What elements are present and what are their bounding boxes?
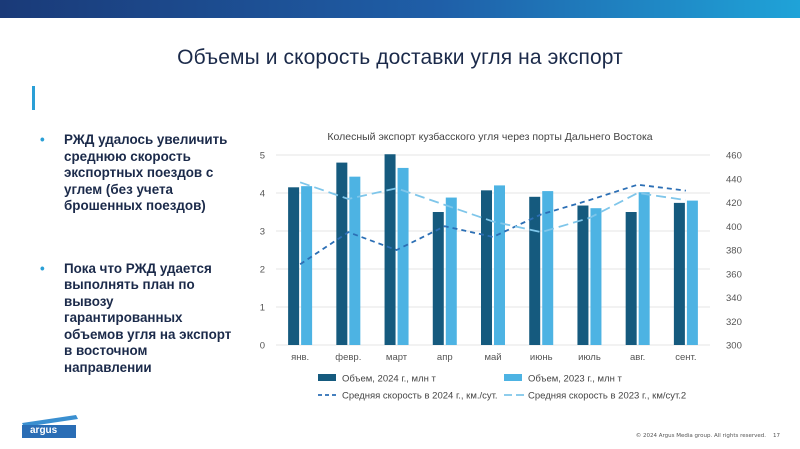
bullet-dot-icon: • — [40, 132, 45, 147]
bar — [432, 212, 444, 345]
left-tick-label: 5 — [260, 151, 265, 162]
bullet-dot-icon: • — [40, 260, 45, 276]
argus-logo: argus — [20, 413, 80, 439]
logo-text: argus — [30, 425, 58, 436]
left-tick-label: 4 — [260, 189, 265, 200]
bar — [336, 162, 348, 345]
right-tick-label: 320 — [726, 317, 742, 328]
bullet-item: • Пока что РЖД удается выполнять план по… — [40, 261, 235, 377]
category-label: июль — [578, 352, 601, 363]
top-banner — [0, 0, 800, 18]
bar — [529, 196, 541, 345]
left-tick-label: 2 — [260, 265, 265, 276]
bar — [445, 197, 457, 345]
bar — [301, 186, 313, 345]
chart: Колесный экспорт кузбасского угля через … — [248, 120, 768, 410]
bar — [397, 167, 409, 345]
series-line — [299, 183, 686, 265]
bar — [494, 185, 505, 345]
bullet-list: • РЖД удалось увеличить среднюю скорость… — [40, 132, 235, 422]
legend-label: Средняя скорость в 2023 г., км/сут.2 — [528, 391, 686, 402]
page-title: Объемы и скорость доставки угля на экспо… — [177, 46, 623, 69]
bar — [542, 191, 554, 345]
bar — [590, 208, 602, 345]
legend-label: Объем, 2024 г., млн т — [342, 374, 437, 385]
page-number: 17 — [773, 433, 780, 439]
bar — [638, 192, 650, 345]
argus-logo-icon — [22, 415, 78, 438]
category-label: февр. — [335, 352, 361, 363]
bar — [481, 190, 492, 345]
right-tick-label: 360 — [726, 269, 742, 280]
series-line — [299, 181, 687, 234]
bar — [625, 212, 637, 345]
bullet-item: • РЖД удалось увеличить среднюю скорость… — [40, 132, 235, 215]
category-label: июнь — [530, 352, 553, 363]
bar — [673, 202, 685, 345]
bar — [686, 200, 698, 345]
legend-label: Средняя скорость в 2024 г., км./сут. — [342, 391, 498, 402]
legend-label: Объем, 2023 г., млн т — [528, 374, 623, 385]
category-label: сент. — [675, 352, 696, 363]
bullet-text: Пока что РЖД удается выполнять план по в… — [64, 260, 232, 375]
legend-swatch — [504, 374, 522, 381]
legend-swatch — [318, 374, 336, 381]
category-label: авг. — [630, 352, 645, 363]
bullet-text: РЖД удалось увеличить среднюю скорость э… — [64, 132, 228, 213]
right-tick-label: 400 — [726, 222, 742, 233]
chart-svg: Колесный экспорт кузбасского угля через … — [260, 131, 742, 402]
left-tick-label: 3 — [260, 227, 265, 238]
bar — [577, 205, 589, 345]
bar — [349, 176, 361, 345]
footer: © 2024 Argus Media group. All rights res… — [636, 433, 780, 439]
right-tick-label: 440 — [726, 174, 742, 185]
copyright-text: © 2024 Argus Media group. All rights res… — [635, 433, 766, 439]
category-label: апр — [437, 352, 453, 363]
right-tick-label: 460 — [726, 151, 742, 162]
chart-title: Колесный экспорт кузбасского угля через … — [327, 131, 652, 143]
bar — [384, 154, 396, 345]
category-label: март — [386, 352, 408, 363]
bar — [288, 187, 300, 345]
category-label: янв. — [291, 352, 309, 363]
right-tick-label: 340 — [726, 293, 742, 304]
right-tick-label: 380 — [726, 246, 742, 257]
left-tick-label: 1 — [260, 303, 265, 314]
accent-bar — [32, 86, 35, 110]
right-tick-label: 300 — [726, 341, 742, 352]
right-tick-label: 420 — [726, 198, 742, 209]
left-tick-label: 0 — [260, 341, 265, 352]
category-label: май — [484, 352, 501, 363]
